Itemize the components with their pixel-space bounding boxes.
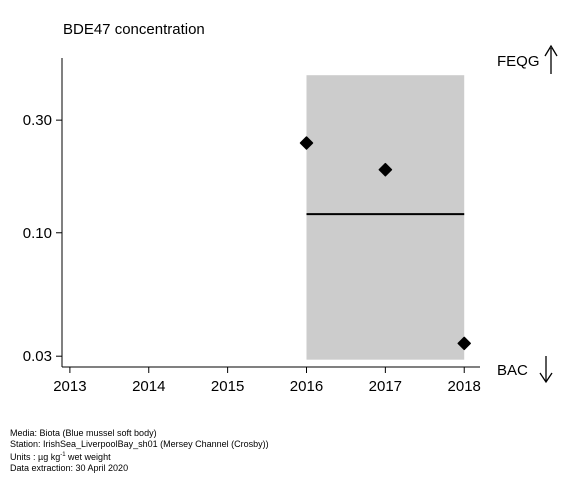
y-tick-label: 0.03: [23, 348, 52, 365]
x-tick-label: 2015: [211, 378, 244, 395]
chart: BDE47 concentration 0.03 0.10 0.30 2013 2014…: [23, 21, 558, 395]
y-tick-label: 0.30: [23, 112, 52, 129]
footer: Media: Biota (Blue mussel soft body) Sta…: [10, 428, 269, 474]
footer-units-exp: -1: [60, 452, 66, 458]
data-point-2016: [299, 136, 314, 150]
chart-title: BDE47 concentration: [63, 21, 205, 38]
axes: 0.03 0.10 0.30 2013 2014 2015 2016 2017 2018: [23, 58, 481, 395]
y-tick-label: 0.10: [23, 225, 52, 242]
x-tick-label: 2016: [290, 378, 323, 395]
assessment-band: [306, 75, 465, 360]
footer-units-prefix: Units : µg kg: [10, 452, 61, 462]
footer-media: Media: Biota (Blue mussel soft body): [10, 428, 157, 438]
footer-extraction: Data extraction: 30 April 2020: [10, 463, 129, 473]
x-tick-label: 2017: [369, 378, 402, 395]
band-layer: [306, 75, 465, 360]
x-tick-label: 2014: [132, 378, 165, 395]
footer-station: Station: IrishSea_LiverpoolBay_sh01 (Mer…: [10, 439, 269, 449]
feqg-label: FEQG: [497, 53, 540, 70]
footer-units-suffix: wet weight: [65, 452, 111, 462]
footer-units: Units : µg kg-1 wet weight: [10, 450, 269, 463]
points-layer: [299, 136, 471, 351]
bac-label: BAC: [497, 362, 528, 379]
arrow-down-icon: [539, 356, 553, 384]
x-tick-label: 2018: [448, 378, 481, 395]
arrow-up-icon: [544, 44, 558, 74]
data-point-2017: [378, 162, 393, 177]
data-point-2018: [457, 336, 471, 351]
x-tick-label: 2013: [53, 378, 86, 395]
